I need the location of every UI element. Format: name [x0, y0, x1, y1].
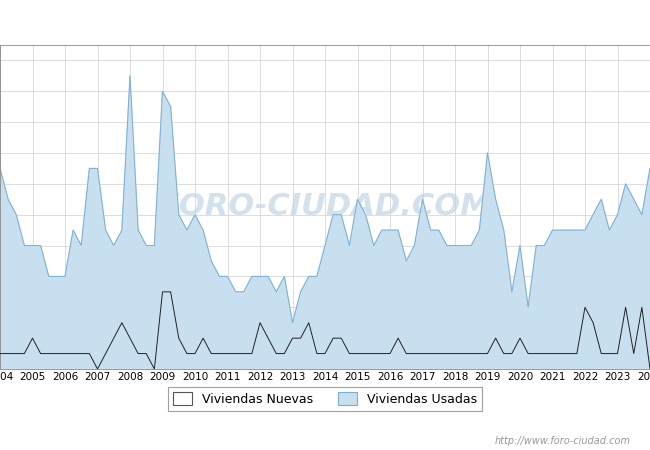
Text: FORO-CIUDAD.COM: FORO-CIUDAD.COM: [159, 193, 491, 221]
Text: Periana - Evolucion del Nº de Transacciones Inmobiliarias: Periana - Evolucion del Nº de Transaccio…: [116, 15, 534, 30]
Legend: Viviendas Nuevas, Viviendas Usadas: Viviendas Nuevas, Viviendas Usadas: [168, 387, 482, 411]
Text: http://www.foro-ciudad.com: http://www.foro-ciudad.com: [495, 436, 630, 446]
